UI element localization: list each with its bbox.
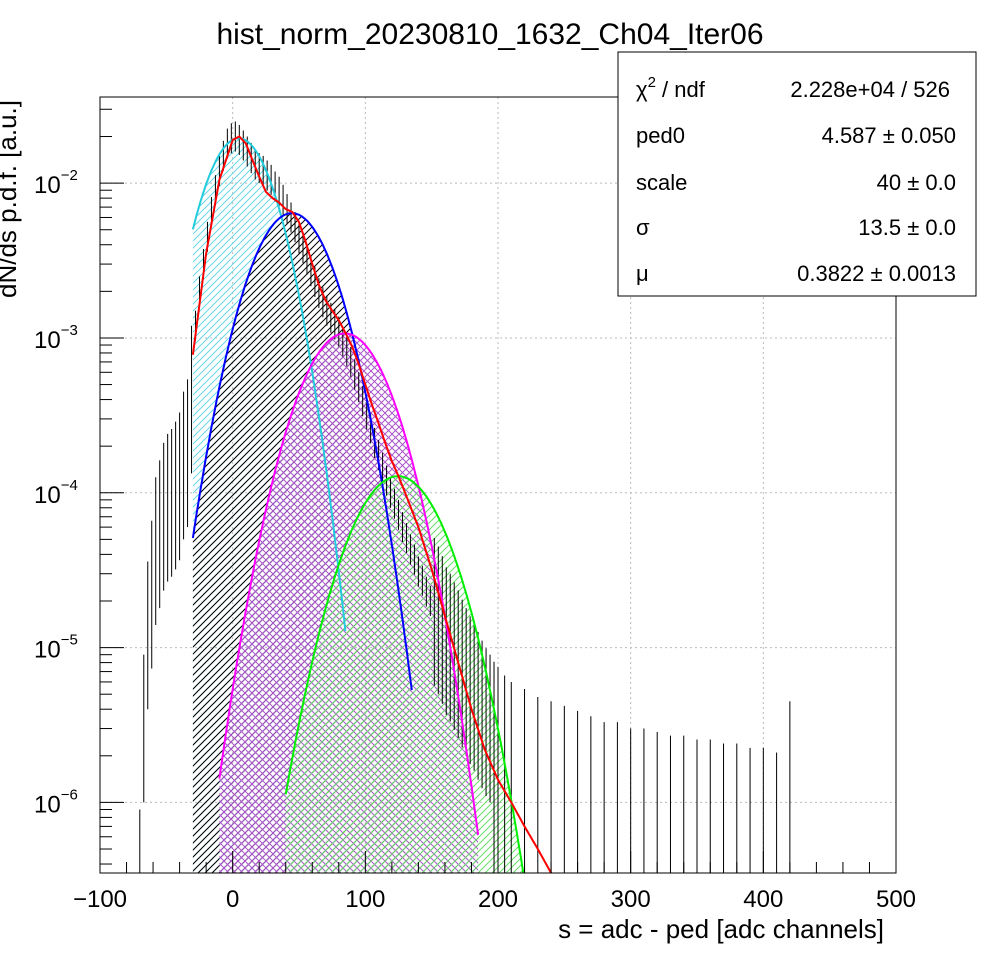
fit-curves xyxy=(191,135,552,873)
x-axis: −100 0 100 200 300 400 500 xyxy=(73,851,916,913)
x-tick-label: 0 xyxy=(226,886,239,913)
stats-value: 2.228e+04 / 526 xyxy=(790,77,950,102)
y-axis: 10−210−310−410−510−6 xyxy=(34,108,124,865)
stats-box: χ2 / ndf 2.228e+04 / 526 ped0 4.587 ± 0.050… xyxy=(617,51,977,297)
component-curve-1-pe xyxy=(191,212,413,691)
chart-title: hist_norm_20230810_1632_Ch04_Iter06 xyxy=(216,18,763,51)
stats-value: 13.5 ± 0.0 xyxy=(858,215,956,240)
x-tick-label: 100 xyxy=(345,886,385,913)
y-tick-label: 10−6 xyxy=(34,786,78,818)
stats-value: 4.587 ± 0.050 xyxy=(822,123,956,148)
stats-box-frame xyxy=(617,51,977,297)
x-tick-label: 200 xyxy=(478,886,518,913)
total-fit-curve xyxy=(191,135,552,873)
stats-label: σ xyxy=(636,215,650,240)
component-curve-2-pe xyxy=(218,332,480,835)
stats-label: scale xyxy=(636,170,687,195)
x-tick-label: 300 xyxy=(611,886,651,913)
stats-value: 0.3822 ± 0.0013 xyxy=(797,261,956,286)
y-tick-label: 10−2 xyxy=(34,167,78,199)
stats-label: μ xyxy=(636,261,649,286)
x-tick-label: 400 xyxy=(743,886,783,913)
x-tick-label: 500 xyxy=(876,886,916,913)
x-tick-label: −100 xyxy=(73,886,127,913)
x-axis-label: s = adc - ped [adc channels] xyxy=(558,914,884,944)
stats-value: 40 ± 0.0 xyxy=(877,170,956,195)
stats-label: ped0 xyxy=(636,123,685,148)
component-curve-pedestal xyxy=(191,137,347,632)
stats-label: χ2 / ndf xyxy=(636,74,706,102)
component-fill-3-pe xyxy=(285,476,524,873)
y-axis-label: dN/ds p.d.f. [a.u.] xyxy=(0,100,22,298)
component-curve-3-pe xyxy=(284,475,525,873)
histogram xyxy=(139,121,791,873)
